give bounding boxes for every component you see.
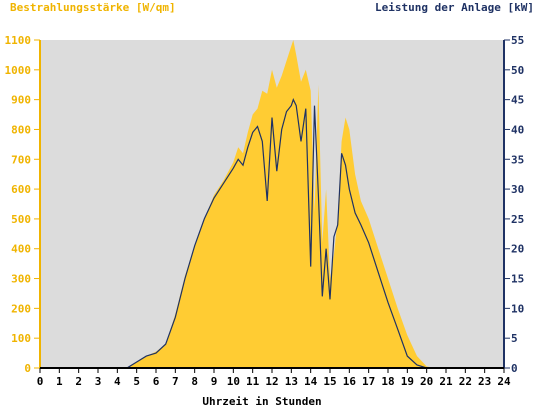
x-tick-label: 10 xyxy=(227,375,240,388)
right-tick-label: 55 xyxy=(511,34,524,47)
left-axis-title: Bestrahlungsstärke [W/qm] xyxy=(10,1,176,14)
x-tick-label: 11 xyxy=(246,375,260,388)
x-tick-label: 9 xyxy=(211,375,218,388)
left-tick-label: 200 xyxy=(11,302,31,315)
x-tick-label: 7 xyxy=(172,375,179,388)
right-tick-label: 5 xyxy=(511,332,518,345)
x-tick-label: 2 xyxy=(75,375,82,388)
x-tick-label: 19 xyxy=(401,375,414,388)
x-tick-label: 3 xyxy=(95,375,102,388)
x-tick-label: 4 xyxy=(114,375,121,388)
x-tick-label: 5 xyxy=(133,375,140,388)
x-axis-ticks: 0 1 2 3 4 5 6 7 8 9 10 11 12 13 14 15 16 17 18 19 20 21 22 23 24 xyxy=(37,368,511,388)
left-tick-label: 600 xyxy=(11,183,31,196)
right-tick-label: 40 xyxy=(511,123,524,136)
x-tick-label: 13 xyxy=(285,375,298,388)
left-tick-label: 900 xyxy=(11,94,31,107)
x-tick-label: 1 xyxy=(56,375,63,388)
x-tick-label: 16 xyxy=(343,375,357,388)
x-tick-label: 12 xyxy=(265,375,278,388)
right-tick-label: 20 xyxy=(511,243,524,256)
x-tick-label: 22 xyxy=(459,375,472,388)
right-axis-ticks: 0 5 10 15 20 25 30 35 40 45 50 55 xyxy=(504,34,524,375)
right-tick-label: 35 xyxy=(511,153,524,166)
right-tick-label: 30 xyxy=(511,183,524,196)
right-tick-label: 0 xyxy=(511,362,518,375)
x-tick-label: 24 xyxy=(497,375,511,388)
irradiance-area xyxy=(40,40,504,368)
left-tick-label: 700 xyxy=(11,153,31,166)
x-tick-label: 0 xyxy=(37,375,44,388)
x-tick-label: 23 xyxy=(478,375,491,388)
x-tick-label: 20 xyxy=(420,375,433,388)
left-tick-label: 1000 xyxy=(5,64,32,77)
x-tick-label: 18 xyxy=(381,375,394,388)
right-tick-label: 25 xyxy=(511,213,524,226)
right-tick-label: 10 xyxy=(511,302,524,315)
right-tick-label: 50 xyxy=(511,64,524,77)
x-tick-label: 15 xyxy=(323,375,336,388)
right-tick-label: 45 xyxy=(511,94,524,107)
left-axis-ticks: 0 100 200 300 400 500 600 700 800 900 1000 1100 xyxy=(5,34,40,375)
x-tick-label: 8 xyxy=(191,375,198,388)
x-tick-label: 17 xyxy=(362,375,375,388)
left-tick-label: 1100 xyxy=(5,34,32,47)
right-tick-label: 15 xyxy=(511,273,524,286)
x-tick-label: 21 xyxy=(439,375,453,388)
x-axis-title: Uhrzeit in Stunden xyxy=(202,395,321,408)
x-tick-label: 14 xyxy=(304,375,318,388)
left-tick-label: 300 xyxy=(11,273,31,286)
left-tick-label: 500 xyxy=(11,213,31,226)
left-tick-label: 0 xyxy=(24,362,31,375)
x-tick-label: 6 xyxy=(153,375,160,388)
power-line xyxy=(40,98,504,369)
right-axis-title: Leistung der Anlage [kW] xyxy=(375,1,534,14)
left-tick-label: 800 xyxy=(11,123,31,136)
left-tick-label: 400 xyxy=(11,243,31,256)
left-tick-label: 100 xyxy=(11,332,31,345)
